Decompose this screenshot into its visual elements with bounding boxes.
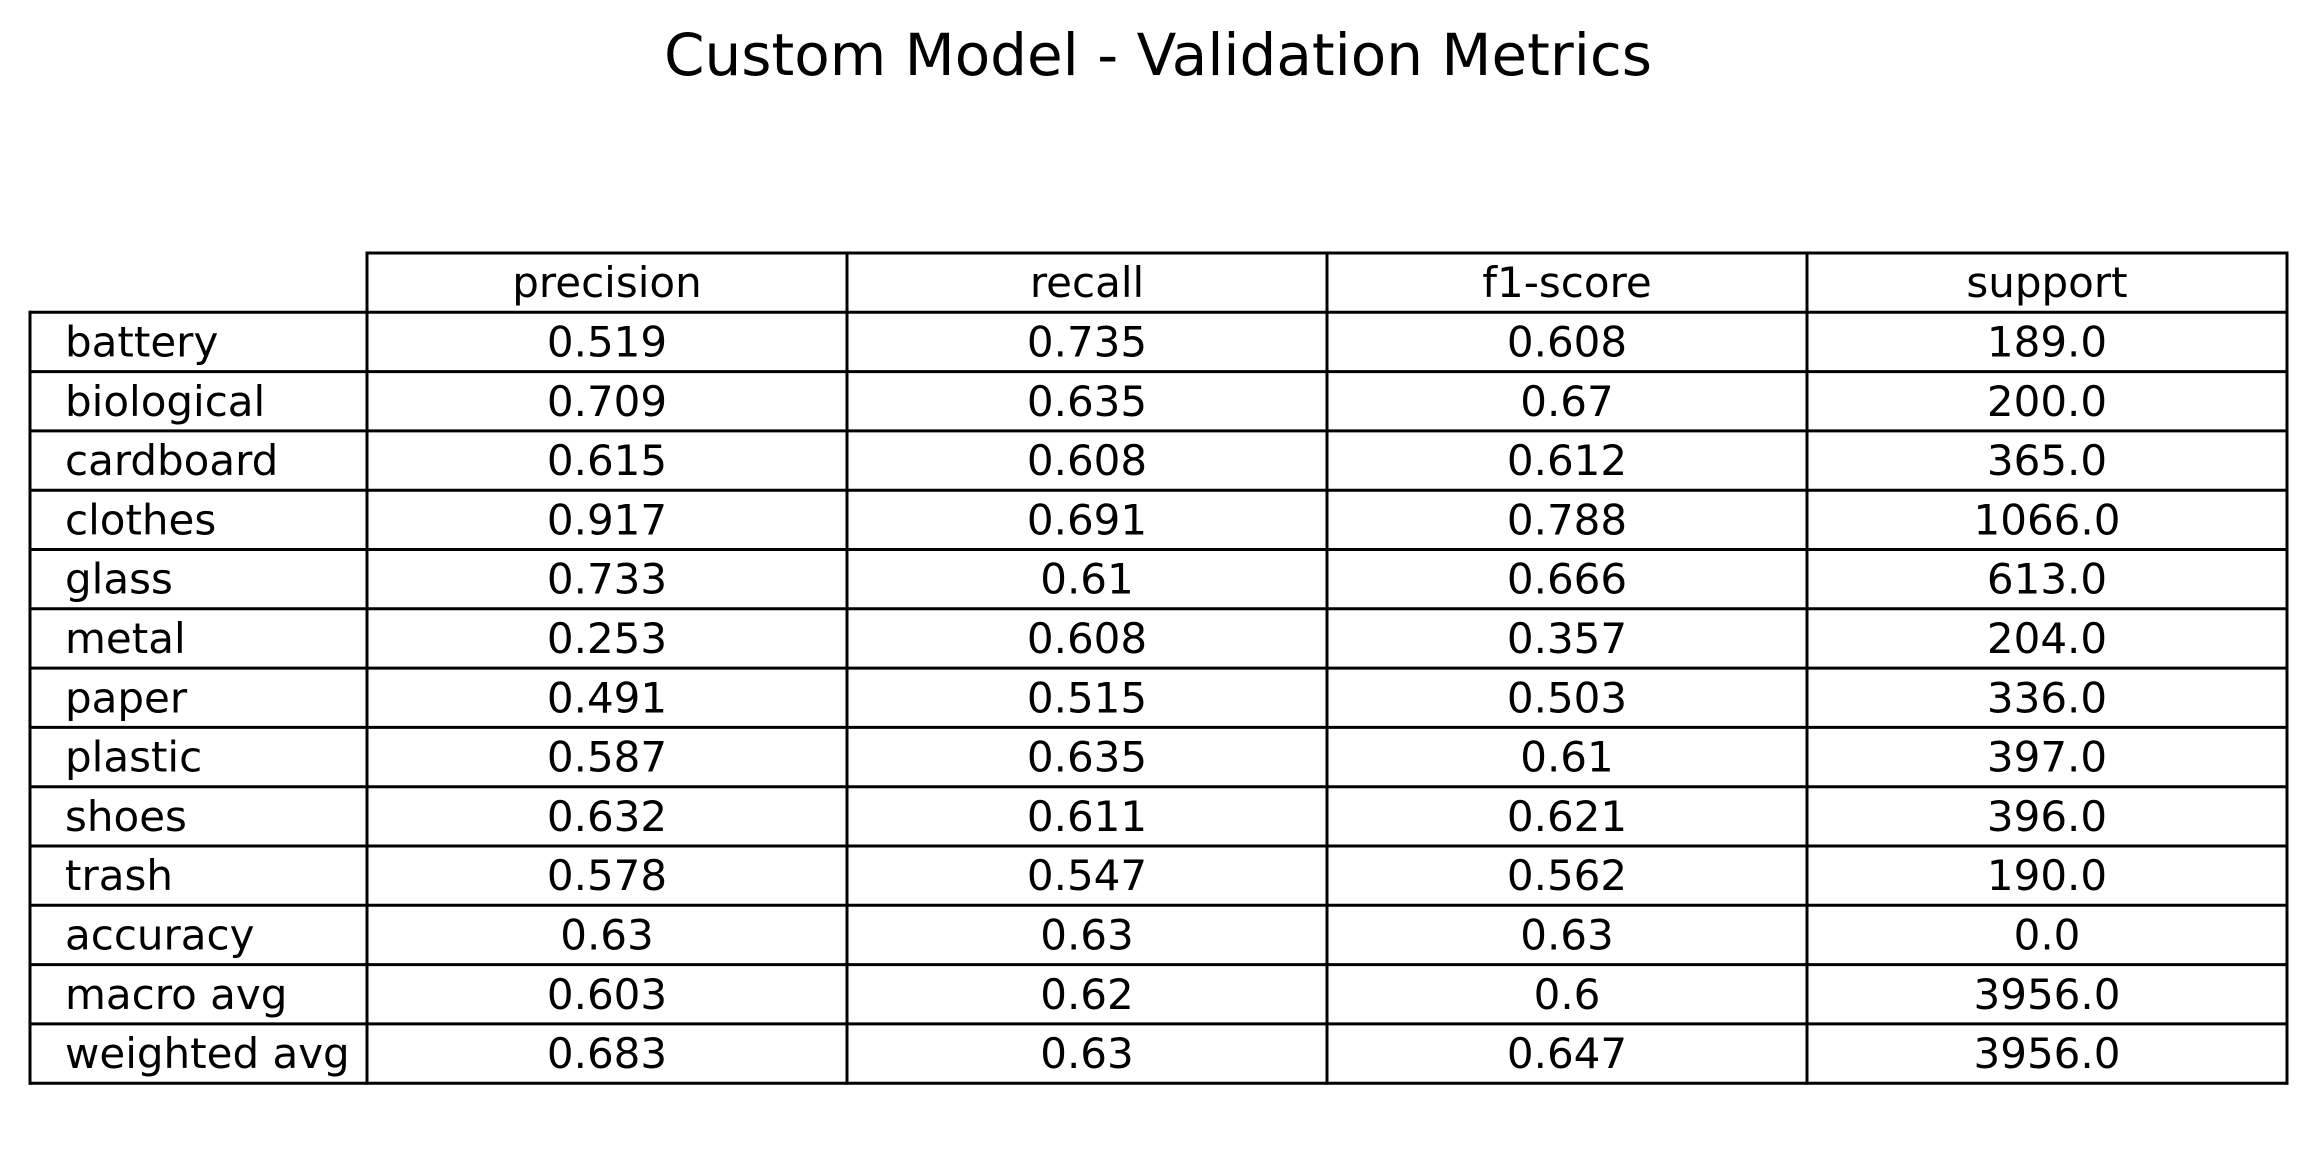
table-cell: 0.357: [1507, 614, 1627, 663]
table-cell: 0.608: [1027, 614, 1147, 663]
column-header: precision: [512, 258, 701, 307]
row-label: cardboard: [65, 436, 278, 485]
table-cell: 0.61: [1520, 733, 1614, 782]
table-cell: 0.666: [1507, 555, 1627, 604]
table-cell: 3956.0: [1974, 1029, 2121, 1078]
table-cell: 0.691: [1027, 495, 1147, 544]
table-cell: 336.0: [1987, 673, 2107, 722]
row-label: plastic: [65, 733, 202, 782]
table-cell: 0.608: [1027, 436, 1147, 485]
table-cell: 0.683: [547, 1029, 667, 1078]
table-cell: 204.0: [1987, 614, 2107, 663]
table-cell: 0.632: [547, 792, 667, 841]
table-cell: 0.647: [1507, 1029, 1627, 1078]
table-cell: 0.611: [1027, 792, 1147, 841]
table-cell: 0.63: [1040, 1029, 1134, 1078]
table-cell: 189.0: [1987, 317, 2107, 366]
table-cell: 1066.0: [1974, 495, 2121, 544]
table-cell: 0.578: [547, 851, 667, 900]
table-cell: 0.63: [1040, 910, 1134, 959]
table-cell: 0.621: [1507, 792, 1627, 841]
table-cell: 365.0: [1987, 436, 2107, 485]
table-cell: 0.62: [1040, 970, 1134, 1019]
chart-title: Custom Model - Validation Metrics: [664, 21, 1652, 89]
table-cell: 397.0: [1987, 733, 2107, 782]
column-header: support: [1966, 258, 2127, 307]
table-cell: 0.735: [1027, 317, 1147, 366]
table-cell: 0.612: [1507, 436, 1627, 485]
table-cell: 0.61: [1040, 555, 1134, 604]
table-cell: 0.547: [1027, 851, 1147, 900]
table-cell: 0.635: [1027, 733, 1147, 782]
row-label: weighted avg: [65, 1029, 350, 1078]
table-cell: 0.615: [547, 436, 667, 485]
row-label: metal: [65, 614, 186, 663]
row-label: shoes: [65, 792, 187, 841]
table-cell: 0.709: [547, 377, 667, 426]
table-cells: precision recall f1-score support battery 0.5…: [65, 258, 2128, 1078]
table-cell: 0.253: [547, 614, 667, 663]
row-label: paper: [65, 673, 188, 722]
table-cell: 0.587: [547, 733, 667, 782]
column-header: recall: [1030, 258, 1144, 307]
table-cell: 3956.0: [1974, 970, 2121, 1019]
table-cell: 613.0: [1987, 555, 2107, 604]
table-cell: 0.63: [1520, 910, 1614, 959]
row-label: battery: [65, 317, 218, 366]
table-cell: 0.917: [547, 495, 667, 544]
row-label: accuracy: [65, 910, 255, 959]
table-cell: 0.515: [1027, 673, 1147, 722]
row-label: clothes: [65, 495, 216, 544]
table-cell: 0.635: [1027, 377, 1147, 426]
table-cell: 0.608: [1507, 317, 1627, 366]
table-cell: 0.6: [1534, 970, 1601, 1019]
row-label: trash: [65, 851, 173, 900]
table-cell: 0.562: [1507, 851, 1627, 900]
table-cell: 0.491: [547, 673, 667, 722]
table-cell: 0.519: [547, 317, 667, 366]
table-cell: 396.0: [1987, 792, 2107, 841]
row-label: macro avg: [65, 970, 287, 1019]
table-cell: 200.0: [1987, 377, 2107, 426]
table-cell: 0.733: [547, 555, 667, 604]
table-cell: 0.603: [547, 970, 667, 1019]
row-label: biological: [65, 377, 265, 426]
table-cell: 0.63: [560, 910, 654, 959]
table-cell: 0.503: [1507, 673, 1627, 722]
table-grid: [28, 251, 2289, 1085]
row-label: glass: [65, 555, 173, 604]
table-cell: 0.0: [2014, 910, 2081, 959]
table-cell: 0.788: [1507, 495, 1627, 544]
table-cell: 0.67: [1520, 377, 1614, 426]
table-cell: 190.0: [1987, 851, 2107, 900]
column-header: f1-score: [1482, 258, 1652, 307]
